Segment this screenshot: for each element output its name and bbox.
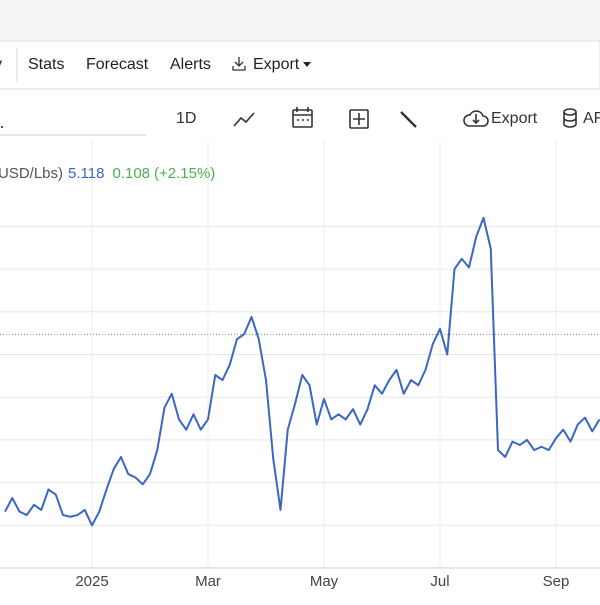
- dropdown-caret: [303, 62, 311, 67]
- nav-tab[interactable]: Alerts: [170, 56, 211, 73]
- calendar-icon[interactable]: [292, 107, 313, 128]
- chart: 2025 Mar May Jul Sep USD/Lbs) 5.118 0.108 (+2.15…: [0, 141, 600, 590]
- x-tick-label: 2025: [75, 573, 108, 590]
- last-price: 5.118: [68, 165, 104, 182]
- export-button[interactable]: Export: [491, 110, 538, 127]
- api-button[interactable]: AF: [583, 110, 600, 127]
- change-pct: (+2.15%): [154, 165, 215, 182]
- x-tick-label: Jul: [430, 573, 449, 590]
- line-icon[interactable]: [233, 112, 255, 127]
- interval-button[interactable]: 1D: [176, 110, 196, 127]
- change: 0.108: [112, 165, 150, 182]
- legend: USD/Lbs) 5.118 0.108 (+2.15%): [0, 165, 215, 182]
- nav-bar: [0, 40, 600, 90]
- x-tick-label: May: [310, 573, 339, 590]
- download-icon: [232, 57, 246, 71]
- cloud-icon[interactable]: [463, 110, 489, 127]
- x-tick-label: Mar: [195, 573, 221, 590]
- nav-tab[interactable]: Forecast: [86, 56, 149, 73]
- nav-export[interactable]: Export: [253, 56, 300, 73]
- top-strip: [0, 0, 600, 40]
- add-icon[interactable]: [349, 109, 369, 129]
- wrench-icon[interactable]: [400, 111, 417, 128]
- search-dot: [1, 126, 3, 128]
- price-line: [4, 216, 600, 527]
- legend-label: USD/Lbs): [0, 165, 63, 182]
- x-tick-label: Sep: [543, 573, 570, 590]
- database-icon[interactable]: [563, 108, 577, 128]
- nav-tab[interactable]: y: [0, 56, 2, 73]
- nav-tab[interactable]: Stats: [28, 56, 64, 73]
